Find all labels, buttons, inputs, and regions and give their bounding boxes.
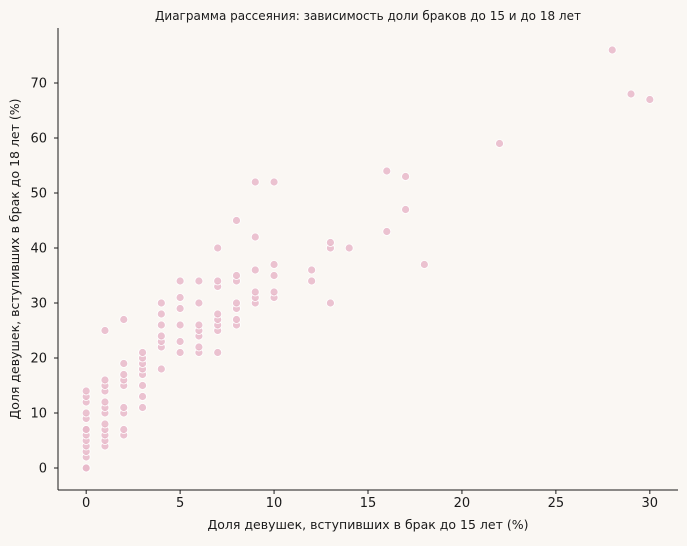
data-point	[138, 381, 147, 390]
x-axis-label: Доля девушек, вступивших в брак до 15 ле…	[207, 517, 528, 532]
data-point	[194, 298, 204, 308]
y-axis-label: Доля девушек, вступивших в брак до 18 ле…	[7, 98, 22, 419]
data-point	[344, 243, 354, 253]
data-point	[156, 309, 166, 319]
data-point	[81, 425, 91, 434]
data-point	[419, 260, 429, 269]
data-point	[645, 95, 655, 104]
y-tick-label: 30	[30, 297, 47, 312]
data-point	[382, 227, 392, 236]
data-point	[326, 298, 335, 308]
data-point	[119, 359, 129, 368]
data-point	[269, 271, 279, 280]
points-layer	[81, 45, 655, 473]
data-point	[269, 260, 279, 269]
axes: 0 5 10 15 20 25 30 0 10 20 30 40 50 60 70	[30, 28, 678, 511]
data-point	[401, 205, 410, 214]
data-point	[100, 397, 110, 407]
data-point	[156, 298, 166, 308]
data-point	[100, 326, 110, 335]
y-tick-label: 10	[30, 407, 47, 422]
data-point	[232, 216, 241, 225]
data-point	[626, 89, 636, 99]
data-point	[232, 315, 241, 324]
y-tick-label: 70	[30, 77, 47, 92]
data-point	[269, 177, 279, 187]
x-tick-label: 5	[176, 496, 184, 511]
data-point	[175, 320, 185, 330]
y-tick-label: 50	[30, 187, 47, 202]
data-point	[100, 419, 110, 429]
data-point	[119, 315, 129, 324]
data-point	[250, 265, 260, 275]
y-tick-label: 0	[39, 462, 47, 477]
data-point	[194, 276, 204, 286]
data-point	[81, 463, 91, 473]
y-tick-label: 40	[30, 242, 47, 257]
data-point	[194, 342, 204, 352]
data-point	[81, 386, 91, 396]
data-point	[175, 304, 185, 313]
data-point	[307, 265, 317, 275]
x-tick-label: 0	[82, 496, 90, 511]
x-tick-label: 20	[454, 496, 471, 511]
data-point	[119, 425, 129, 434]
y-tick-label: 20	[30, 352, 47, 367]
data-point	[269, 287, 279, 297]
data-point	[81, 408, 91, 418]
chart-title: Диаграмма рассеяния: зависимость доли бр…	[155, 9, 581, 23]
x-tick-label: 15	[360, 496, 377, 511]
data-point	[232, 298, 241, 308]
data-point	[194, 320, 204, 330]
data-point	[119, 370, 129, 379]
y-tick-label: 60	[30, 132, 47, 147]
data-point	[382, 166, 392, 176]
x-tick-label: 25	[548, 496, 565, 511]
x-tick-label: 10	[266, 496, 283, 511]
data-point	[250, 232, 260, 242]
data-point	[156, 364, 166, 374]
data-point	[175, 348, 185, 357]
x-tick-label: 30	[642, 496, 659, 511]
data-point	[250, 287, 260, 297]
data-point	[213, 309, 223, 319]
data-point	[307, 276, 317, 286]
data-point	[156, 331, 166, 341]
data-point	[175, 337, 185, 346]
data-point	[175, 293, 185, 302]
data-point	[119, 403, 129, 412]
data-point	[138, 403, 147, 412]
data-point	[175, 276, 185, 286]
data-point	[138, 392, 147, 401]
data-point	[495, 139, 504, 148]
data-point	[138, 348, 147, 357]
data-point	[607, 45, 617, 55]
data-point	[100, 375, 110, 385]
data-point	[213, 276, 223, 286]
data-point	[156, 320, 166, 330]
data-point	[213, 243, 223, 253]
data-point	[232, 271, 241, 280]
data-point	[401, 172, 410, 181]
data-point	[250, 177, 260, 187]
data-point	[213, 348, 223, 357]
data-point	[326, 238, 335, 247]
